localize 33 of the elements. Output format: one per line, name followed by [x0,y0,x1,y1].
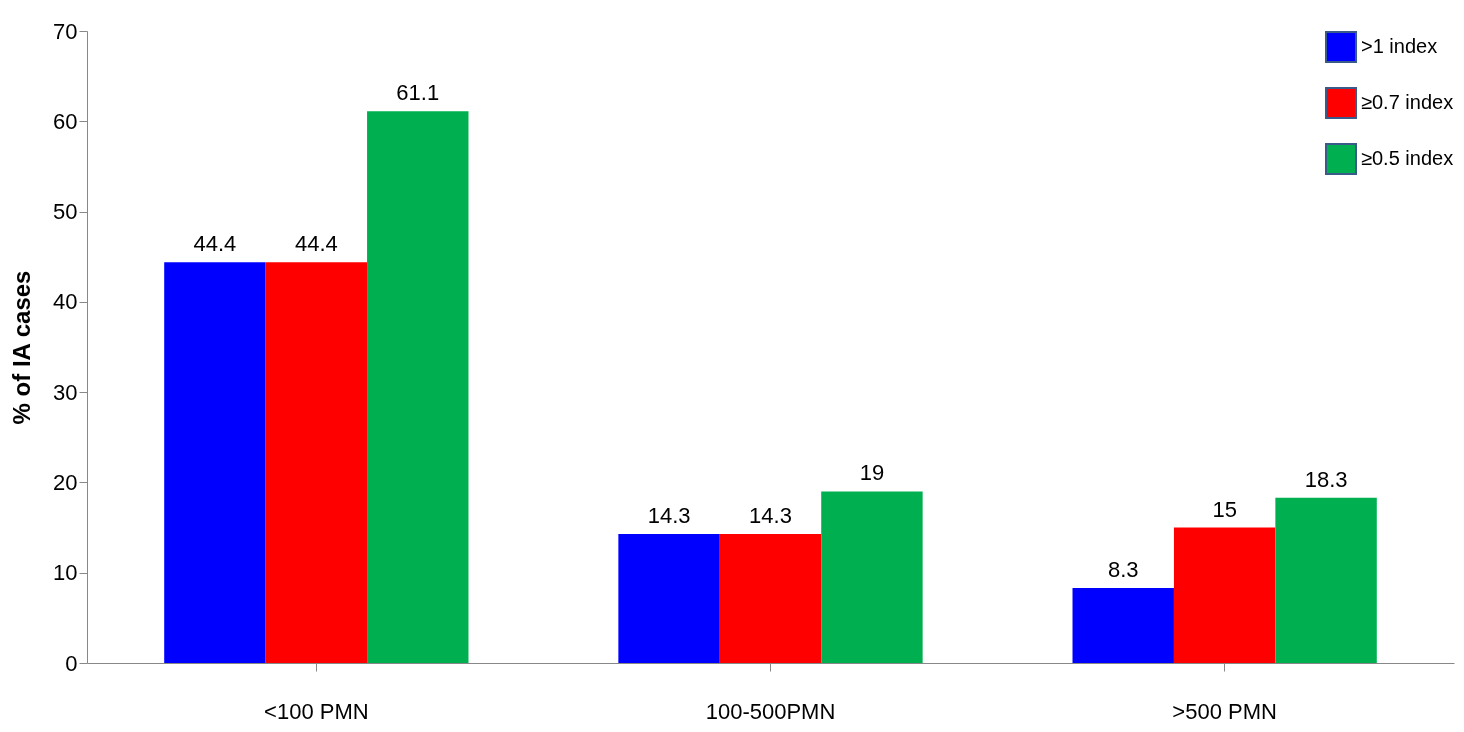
data-label: 44.4 [193,231,237,257]
y-tick-label: 0 [65,650,78,676]
bar [265,262,368,663]
y-tick-label: 30 [53,379,78,405]
bar [164,262,266,663]
y-tick-label: 70 [53,18,78,44]
y-tick-label: 60 [53,108,78,134]
bar [367,111,469,663]
y-tick-label: 10 [53,560,78,586]
legend-label: ≥0.5 index [1361,147,1454,169]
legend-label: ≥0.7 index [1361,91,1454,113]
data-label: 8.3 [1107,557,1139,583]
bar [719,533,822,663]
data-label: 14.3 [647,502,691,528]
data-label: 15 [1212,496,1237,522]
y-tick-label: 20 [53,469,78,495]
y-tick-label: 50 [53,199,78,225]
data-label: 19 [859,460,885,486]
y-tick-label: 40 [53,289,78,315]
bar [1173,527,1276,663]
x-tick-label: <100 PMN [264,698,369,724]
x-tick-label: >500 PMN [1172,698,1277,724]
bar [821,491,923,663]
bar [1072,588,1174,663]
bar [618,533,720,663]
x-tick-label: 100-500PMN [705,698,836,724]
data-label: 18.3 [1304,466,1348,492]
legend-label: >1 index [1361,35,1438,57]
y-axis-title: % of IA cases [8,270,36,425]
data-label: 44.4 [294,231,338,257]
data-label: 61.1 [396,80,440,106]
data-label: 14.3 [749,502,792,528]
bar [1275,497,1377,663]
